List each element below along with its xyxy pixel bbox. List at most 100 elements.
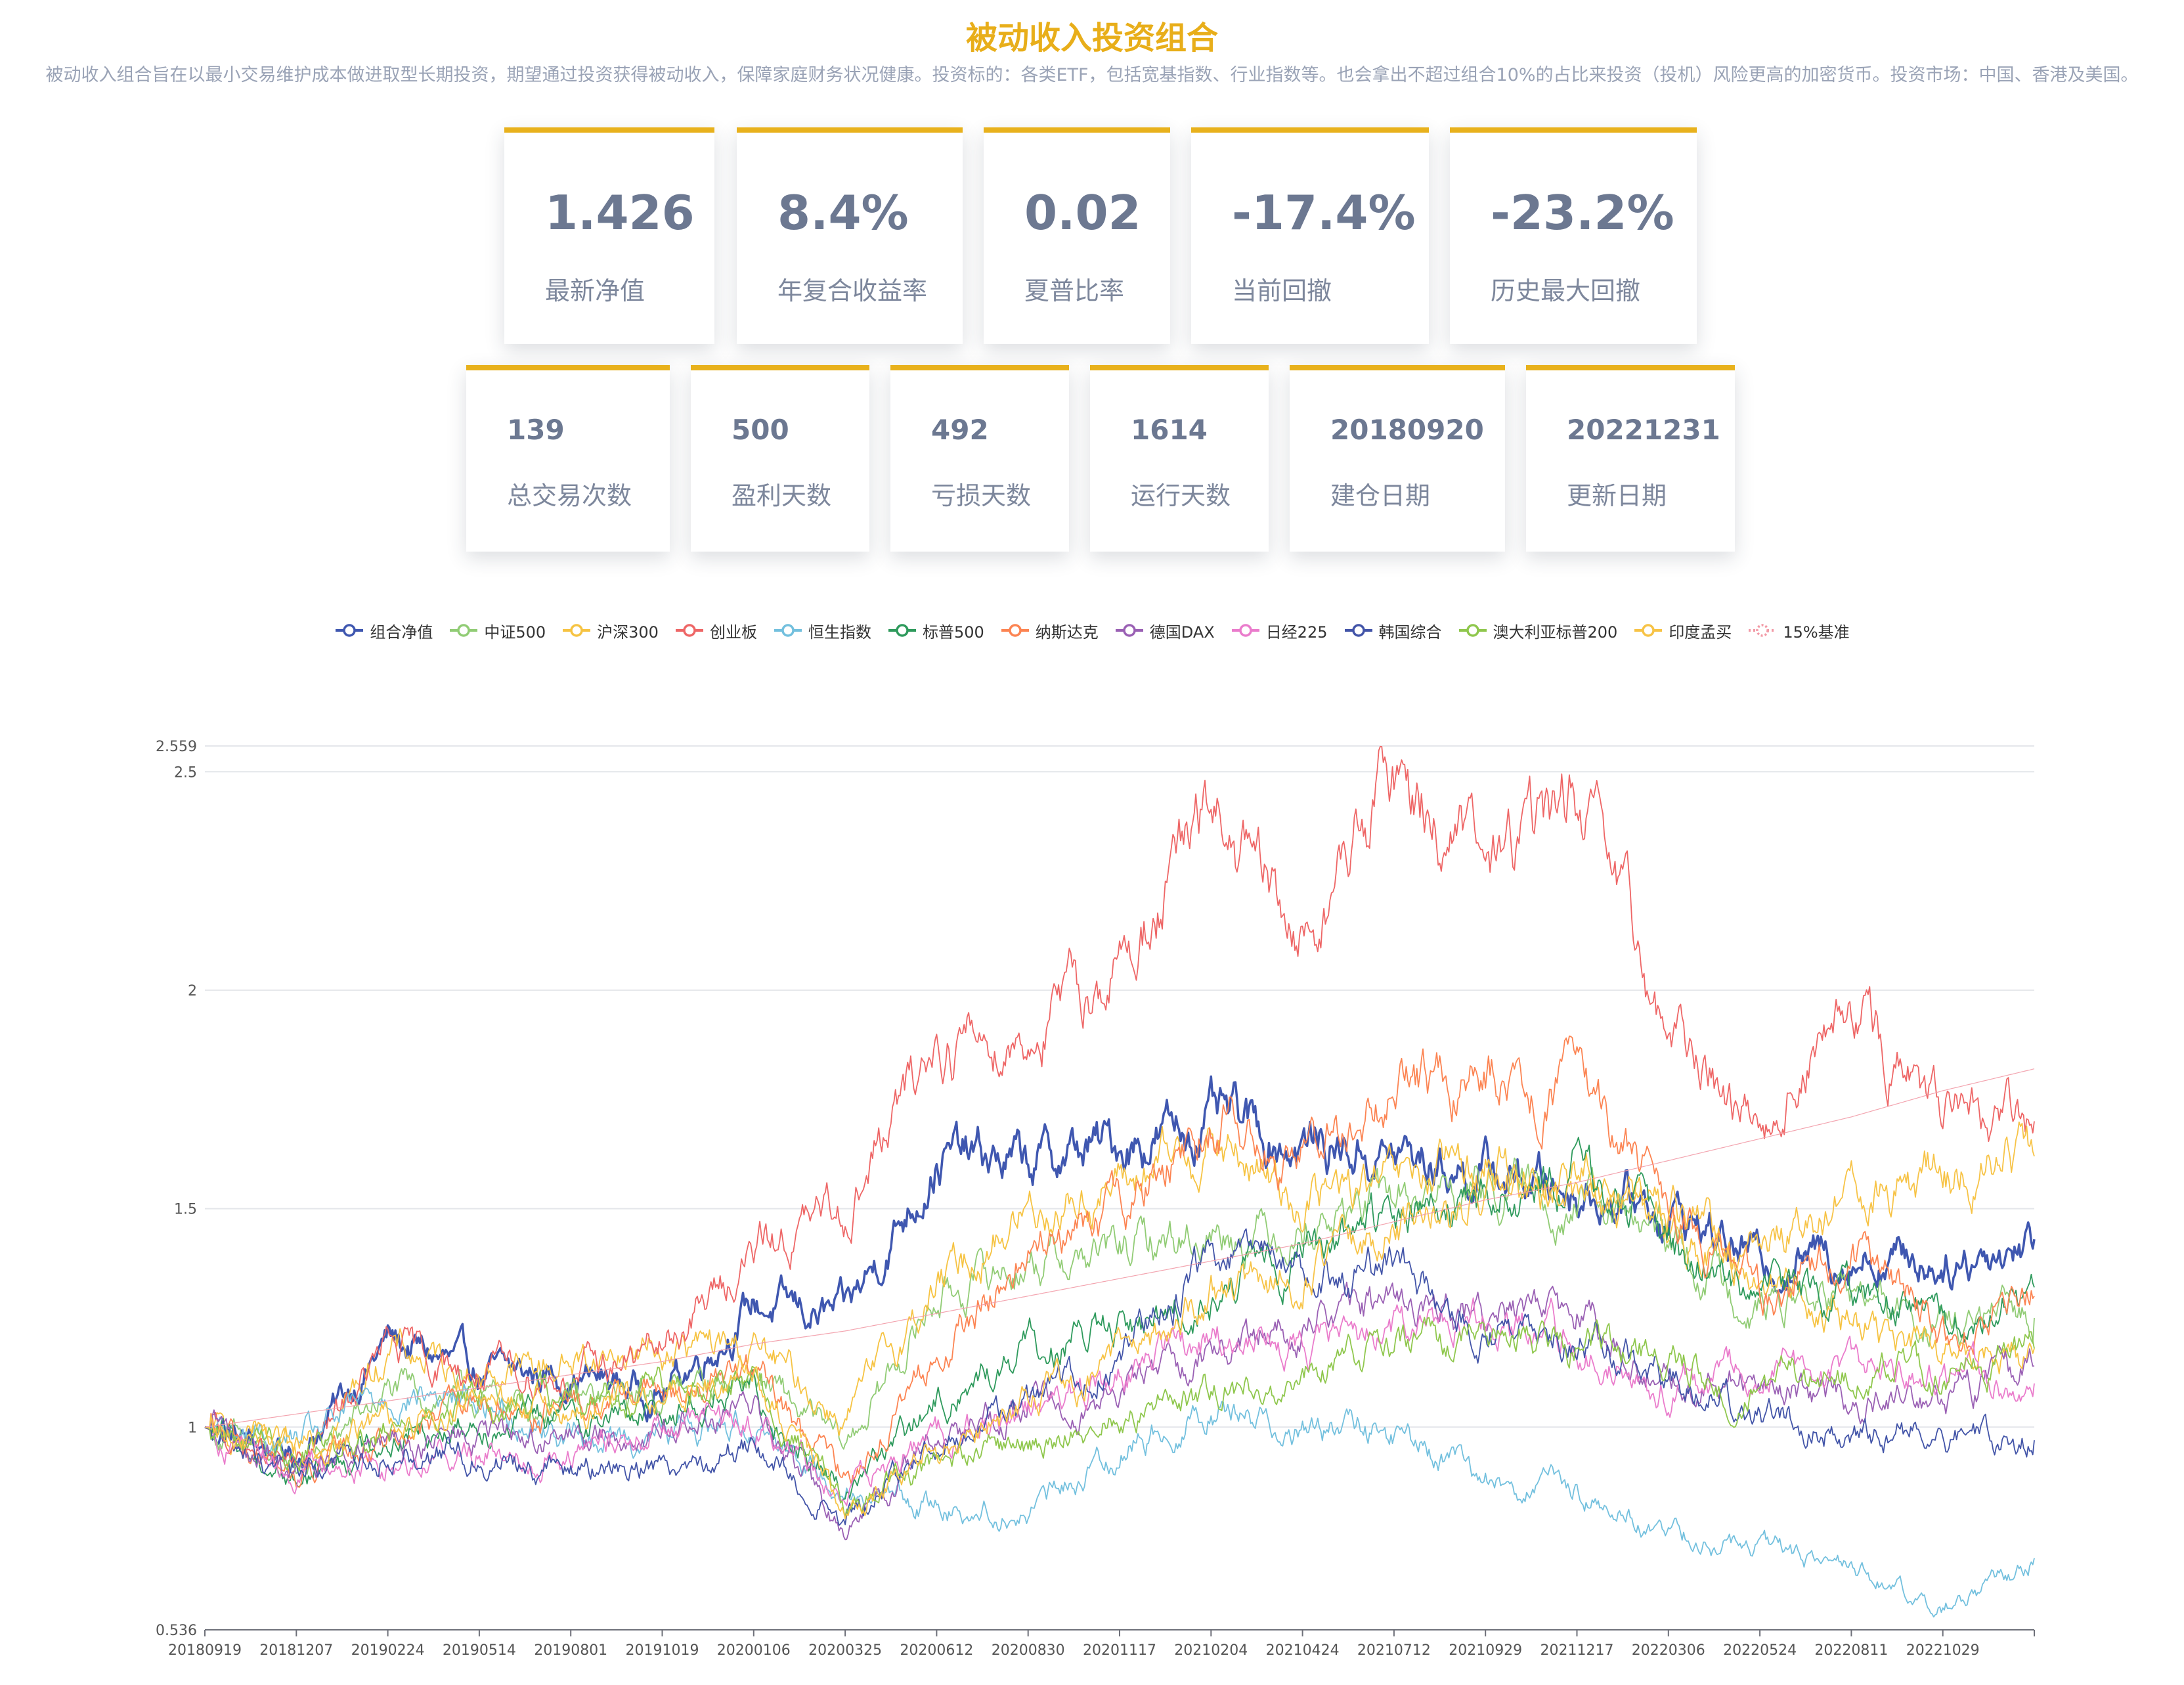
- legend-label: 澳大利亚标普200: [1493, 623, 1618, 642]
- legend-marker-icon: [450, 624, 478, 637]
- x-tick-label: 20211217: [1540, 1642, 1614, 1659]
- stat-value: -17.4%: [1232, 185, 1416, 240]
- legend-label: 创业板: [709, 623, 757, 642]
- x-tick-label: 20200106: [717, 1642, 791, 1659]
- axes: 0.536 1 1.5 2 2.5 2.559 20180919 20181207 201902…: [156, 739, 2035, 1659]
- x-tick-label: 20210712: [1357, 1642, 1431, 1659]
- stat-value: -23.2%: [1491, 185, 1674, 240]
- y-tick-label: 1.5: [174, 1202, 197, 1218]
- stat-label: 年复合收益率: [777, 276, 928, 305]
- series-line: [204, 1121, 2035, 1520]
- series-line: [204, 1383, 2035, 1618]
- legend-item[interactable]: 恒生指数: [773, 619, 871, 642]
- x-tick-label: 20190801: [534, 1642, 607, 1659]
- legend-item[interactable]: 标普500: [887, 619, 984, 642]
- y-tick-label: 2.5: [174, 764, 197, 781]
- x-tick-label: 20201117: [1083, 1642, 1156, 1659]
- stat-value: 500: [732, 414, 789, 446]
- stat-value: 492: [931, 414, 989, 446]
- legend-item[interactable]: 纳斯达克: [1000, 619, 1099, 642]
- page-title: 被动收入投资组合: [965, 20, 1218, 56]
- legend-item[interactable]: 韩国综合: [1343, 619, 1442, 642]
- legend-item[interactable]: 印度孟买: [1633, 619, 1732, 642]
- stat-card-latest-nav: 1.426 最新净值: [504, 127, 714, 344]
- stat-value: 20221231: [1567, 414, 1720, 446]
- x-tick-label: 20191019: [626, 1642, 699, 1659]
- x-tick-label: 20190224: [351, 1642, 425, 1659]
- legend-label: 标普500: [922, 623, 984, 642]
- x-tick-label: 20200325: [808, 1642, 882, 1659]
- y-tick-label: 1: [188, 1420, 197, 1436]
- y-tick-label: 2.559: [156, 739, 197, 755]
- line-chart: 0.536 1 1.5 2 2.5 2.559 20180919 20181207 201902…: [156, 739, 2036, 1659]
- stat-card-loss-days: 492 亏损天数: [890, 365, 1069, 552]
- legend-label: 恒生指数: [808, 623, 871, 642]
- legend-marker-icon: [1634, 624, 1663, 637]
- legend-item[interactable]: 日经225: [1231, 619, 1328, 642]
- x-tick-label: 20200612: [900, 1642, 973, 1659]
- legend-item[interactable]: 创业板: [674, 619, 757, 642]
- legend-marker-icon: [336, 624, 364, 637]
- legend-item[interactable]: 德国DAX: [1114, 619, 1215, 642]
- legend-item[interactable]: 中证500: [448, 619, 546, 642]
- series-line: [204, 1068, 2035, 1428]
- legend-label: 纳斯达克: [1035, 623, 1099, 642]
- x-tick-label: 20210424: [1266, 1642, 1340, 1659]
- series-line: [204, 1317, 2035, 1518]
- legend-marker-icon: [1001, 624, 1029, 637]
- stat-card-profit-days: 500 盈利天数: [691, 365, 869, 552]
- stat-value: 8.4%: [777, 185, 909, 240]
- page-description: 被动收入组合旨在以最小交易维护成本做进取型长期投资，期望通过投资获得被动收入，保…: [45, 65, 2139, 85]
- stat-card-sharpe: 0.02 夏普比率: [984, 127, 1170, 344]
- stat-label: 运行天数: [1131, 481, 1231, 510]
- y-tick-label: 2: [188, 983, 197, 999]
- series-line: [204, 745, 2035, 1464]
- series-line: [204, 1126, 2035, 1470]
- legend-item[interactable]: 澳大利亚标普200: [1458, 619, 1618, 642]
- series-line: [204, 1036, 2035, 1488]
- x-tick-label: 20221029: [1906, 1642, 1980, 1659]
- series-line: [204, 1157, 2035, 1475]
- legend-marker-icon: [1231, 624, 1259, 637]
- legend-marker-icon: [563, 624, 591, 637]
- legend-label: 韩国综合: [1378, 623, 1442, 642]
- legend-label: 德国DAX: [1149, 623, 1215, 642]
- legend-item[interactable]: 沪深300: [561, 619, 659, 642]
- stat-card-inception-date: 20180920 建仓日期: [1290, 365, 1505, 552]
- stat-card-cagr: 8.4% 年复合收益率: [737, 127, 963, 344]
- series-line: [204, 1297, 2035, 1506]
- legend-item[interactable]: 组合净值: [334, 619, 433, 642]
- x-tick-label: 20200830: [992, 1642, 1065, 1659]
- stat-label: 最新净值: [545, 276, 645, 305]
- stat-value: 1.426: [545, 185, 695, 240]
- stat-card-total-trades: 139 总交易次数: [466, 365, 670, 552]
- x-tick-label: 20210204: [1174, 1642, 1248, 1659]
- grid-lines: [205, 745, 2034, 1630]
- legend-marker-icon: [1749, 624, 1777, 637]
- x-tick-label: 20180919: [168, 1642, 242, 1659]
- series-layer: [204, 745, 2036, 1618]
- stat-card-update-date: 20221231 更新日期: [1526, 365, 1735, 552]
- stat-value: 20180920: [1330, 414, 1484, 446]
- x-tick-label: 20181207: [259, 1642, 333, 1659]
- legend-label: 组合净值: [370, 623, 433, 642]
- y-tick-label: 0.536: [156, 1623, 197, 1639]
- legend-label: 日经225: [1265, 623, 1328, 642]
- stat-label: 总交易次数: [507, 481, 632, 510]
- legend-marker-icon: [1115, 624, 1143, 637]
- stat-label: 夏普比率: [1024, 276, 1125, 305]
- stat-label: 建仓日期: [1330, 481, 1431, 510]
- series-line: [204, 1228, 2035, 1526]
- legend-label: 15%基准: [1783, 623, 1850, 642]
- legend-marker-icon: [1344, 624, 1372, 637]
- legend-marker-icon: [774, 624, 802, 637]
- stat-value: 1614: [1131, 414, 1208, 446]
- chart-legend: 组合净值 中证500 沪深300 创业板 恒生指数 标普500 纳斯达克 德国DAX 日经225…: [0, 617, 2184, 644]
- legend-marker-icon: [675, 624, 703, 637]
- x-tick-label: 20190514: [443, 1642, 516, 1659]
- x-tick-label: 20220524: [1723, 1642, 1797, 1659]
- stat-label: 当前回撤: [1232, 276, 1332, 305]
- stat-card-running-days: 1614 运行天数: [1090, 365, 1269, 552]
- legend-item[interactable]: 15%基准: [1747, 619, 1850, 642]
- x-tick-label: 20210929: [1449, 1642, 1522, 1659]
